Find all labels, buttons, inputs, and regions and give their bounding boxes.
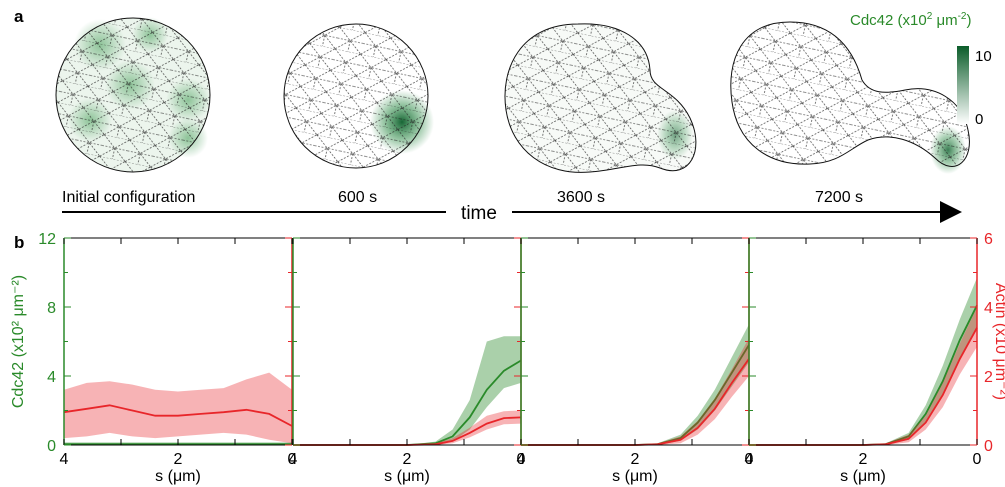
caption-600s: 600 s xyxy=(338,189,377,206)
cell-snapshot-initial xyxy=(55,17,211,173)
series-band-1 xyxy=(521,324,749,445)
x-tick-label: 4 xyxy=(745,451,754,468)
x-tick-label: 0 xyxy=(288,451,297,468)
panel-a-label: a xyxy=(14,7,24,26)
x-tick-label: 4 xyxy=(517,451,526,468)
cell-snapshot-600s xyxy=(283,23,434,169)
series-band-1 xyxy=(749,277,977,445)
x-axis-label: s (μm) xyxy=(612,468,658,485)
x-tick-label: 2 xyxy=(174,451,183,468)
x-tick-label: 2 xyxy=(631,451,640,468)
x-tick-label: 0 xyxy=(973,451,982,468)
y-axis-label-right: Actin (x10 μm⁻²) xyxy=(992,283,1005,400)
y-tick-label-left: 8 xyxy=(47,300,56,317)
x-tick-label: 4 xyxy=(60,451,69,468)
series-line-2 xyxy=(63,404,293,427)
y-tick-label-right: 4 xyxy=(984,300,993,317)
y-axis-label-left: Cdc42 (x10² μm⁻²) xyxy=(10,275,27,408)
series-band-2 xyxy=(64,372,292,444)
cell-snapshot-7200s xyxy=(730,21,970,174)
x-axis-label: s (μm) xyxy=(840,468,886,485)
colorbar xyxy=(957,46,969,124)
x-tick-label: 2 xyxy=(403,451,412,468)
caption-3600s: 3600 s xyxy=(557,189,605,206)
time-arrow xyxy=(62,201,962,223)
colorbar-title: Cdc42 (x102 μm-2) xyxy=(850,11,972,29)
x-tick-label: 4 xyxy=(289,451,298,468)
cell-snapshot-3600s xyxy=(504,23,697,173)
colorbar-max-label: 10 xyxy=(975,48,992,65)
y-tick-label-left: 4 xyxy=(47,369,56,386)
chart-panel-3: 4 2 0 s (μm) xyxy=(517,237,754,485)
colorbar-min-label: 0 xyxy=(975,111,983,128)
caption-initial: Initial configuration xyxy=(62,189,195,206)
x-axis-label: s (μm) xyxy=(384,468,430,485)
caption-7200s: 7200 s xyxy=(815,189,863,206)
y-tick-label-right: 6 xyxy=(984,231,993,248)
x-axis-label: s (μm) xyxy=(155,468,201,485)
x-tick-label: 0 xyxy=(745,451,754,468)
panel-b-label: b xyxy=(14,233,24,252)
x-tick-label: 0 xyxy=(517,451,526,468)
x-tick-label: 2 xyxy=(859,451,868,468)
chart-panel-4: 4 2 0 s (μm) 0 2 4 6 Actin (x10 μm⁻²) xyxy=(745,231,1005,485)
y-tick-label-right: 2 xyxy=(984,369,993,386)
chart-panel-2: 4 2 0 s (μm) xyxy=(289,237,526,485)
series-band-1 xyxy=(293,336,521,445)
y-tick-label-left: 12 xyxy=(38,231,56,248)
y-tick-label-left: 0 xyxy=(47,438,56,455)
time-label: time xyxy=(461,203,497,224)
y-tick-label-right: 0 xyxy=(984,438,993,455)
